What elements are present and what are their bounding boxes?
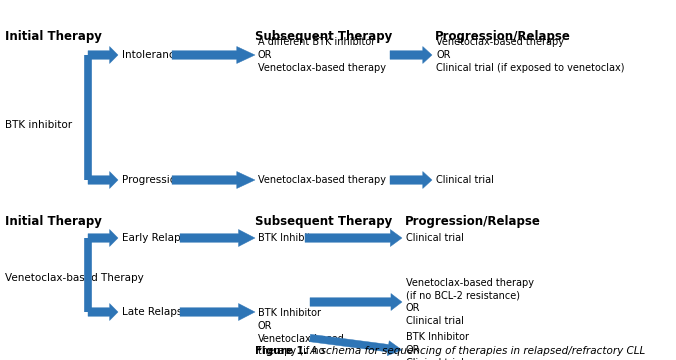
Polygon shape <box>88 303 118 320</box>
Polygon shape <box>88 171 118 189</box>
Text: Progression: Progression <box>122 175 183 185</box>
Text: BTK inhibitor: BTK inhibitor <box>5 120 72 130</box>
Polygon shape <box>310 293 402 310</box>
Text: Progression/Relapse: Progression/Relapse <box>405 215 541 228</box>
Text: BTK Inhibitor: BTK Inhibitor <box>258 233 321 243</box>
Text: Figure 1.: Figure 1. <box>255 346 308 356</box>
Text: Initial Therapy: Initial Therapy <box>5 30 102 43</box>
Polygon shape <box>88 230 118 247</box>
Polygon shape <box>172 46 255 63</box>
Text: A different BTK inhibitor
OR
Venetoclax-based therapy: A different BTK inhibitor OR Venetoclax-… <box>258 37 386 73</box>
Text: A schema for sequencing of therapies in relapsed/refractory CLL: A schema for sequencing of therapies in … <box>307 346 646 356</box>
Text: Progression/Relapse: Progression/Relapse <box>435 30 571 43</box>
Text: Venetoclax-based therapy: Venetoclax-based therapy <box>258 175 386 185</box>
Text: Late Relapse: Late Relapse <box>122 307 189 317</box>
Polygon shape <box>180 230 255 247</box>
Text: Venetoclax-based therapy
(if no BCL-2 resistance)
OR
Clinical trial: Venetoclax-based therapy (if no BCL-2 re… <box>406 278 534 326</box>
Polygon shape <box>390 46 432 63</box>
Text: Clinical trial: Clinical trial <box>436 175 494 185</box>
Text: Early Relapse: Early Relapse <box>122 233 193 243</box>
Text: BTK Inhibitor
OR
Venetoclax-based
therapy (if no
BCL-2 resistance): BTK Inhibitor OR Venetoclax-based therap… <box>258 308 345 360</box>
Text: Subsequent Therapy: Subsequent Therapy <box>255 30 392 43</box>
Text: Venetoclax-based therapy
OR
Clinical trial (if exposed to venetoclax): Venetoclax-based therapy OR Clinical tri… <box>436 37 625 73</box>
Polygon shape <box>180 303 255 320</box>
Text: BTK Inhibitor
OR
Clinical trial: BTK Inhibitor OR Clinical trial <box>406 332 469 360</box>
Polygon shape <box>88 46 118 63</box>
Text: Initial Therapy: Initial Therapy <box>5 215 102 228</box>
Polygon shape <box>305 230 402 247</box>
Text: Clinical trial: Clinical trial <box>406 233 464 243</box>
Text: Venetoclax-based Therapy: Venetoclax-based Therapy <box>5 273 144 283</box>
Polygon shape <box>172 171 255 189</box>
Text: Subsequent Therapy: Subsequent Therapy <box>255 215 392 228</box>
Polygon shape <box>390 171 432 189</box>
Polygon shape <box>310 334 402 356</box>
Text: Intolerance: Intolerance <box>122 50 181 60</box>
